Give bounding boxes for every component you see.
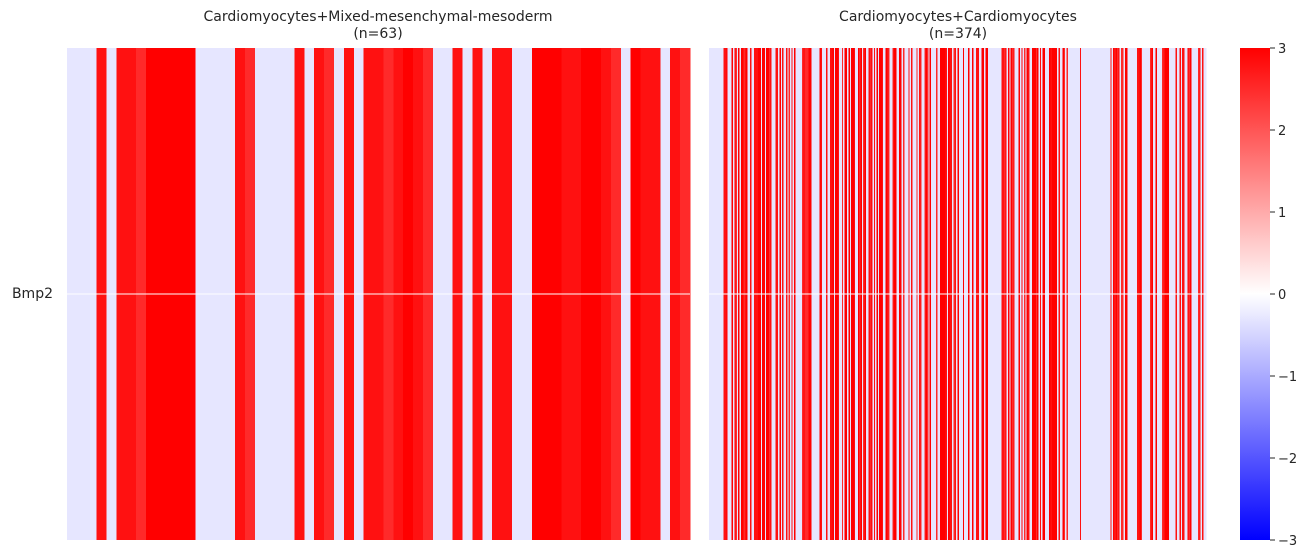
panel1-heatmap (67, 48, 691, 540)
colorbar-tick-label: 3 (1278, 42, 1286, 57)
colorbar-tick-label: −1 (1278, 370, 1297, 385)
panel1-subtitle: (n=63) (353, 26, 402, 42)
colorbar-tick-label: −2 (1278, 452, 1297, 467)
colorbar-tick-label: 2 (1278, 124, 1286, 139)
panel2-title: Cardiomyocytes+Cardiomyocytes (839, 9, 1077, 25)
colorbar-tick-label: 1 (1278, 206, 1286, 221)
panel2-heatmap (709, 48, 1207, 540)
row-label-bmp2: Bmp2 (12, 286, 53, 302)
colorbar-tick-label: −3 (1278, 534, 1297, 549)
panel2-subtitle: (n=374) (929, 26, 987, 42)
colorbar-ticks: 3 2 1 0 −1 −2 −3 (1270, 42, 1297, 549)
colorbar (1240, 48, 1270, 540)
panel1-title: Cardiomyocytes+Mixed-mesenchymal-mesoder… (204, 9, 553, 25)
colorbar-tick-label: 0 (1278, 288, 1286, 303)
